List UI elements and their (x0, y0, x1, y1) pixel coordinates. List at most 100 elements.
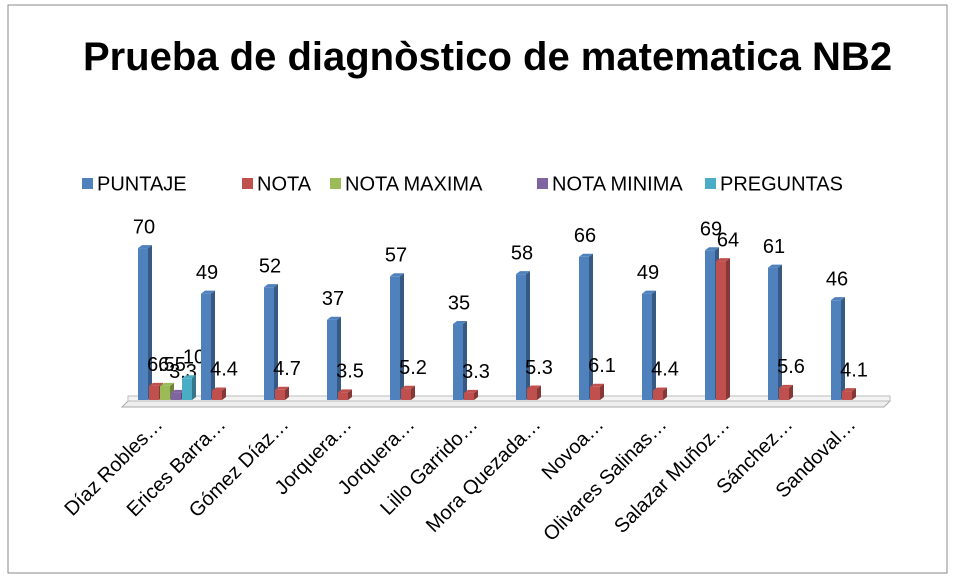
bar-side (148, 245, 152, 400)
data-label: 69 (700, 219, 722, 241)
bar-top (171, 389, 185, 393)
floor-back (127, 395, 891, 402)
bar (590, 386, 600, 400)
bar-side (285, 386, 289, 400)
bar-top (160, 382, 174, 386)
bar-side (778, 264, 782, 400)
bar (264, 287, 274, 400)
bar-top (705, 247, 719, 251)
bar (831, 300, 841, 400)
data-label: 4.4 (651, 359, 679, 381)
data-label: 66 (574, 225, 596, 247)
data-label: 57 (385, 245, 407, 267)
bar (327, 319, 337, 400)
bar-top (212, 387, 226, 391)
bar (201, 293, 211, 400)
bar-top (149, 382, 163, 386)
bar (182, 378, 192, 400)
bar (275, 389, 285, 400)
data-label: 4.4 (210, 359, 238, 381)
bar (516, 274, 526, 400)
bar (171, 392, 181, 400)
data-label: 64 (717, 229, 739, 251)
bar (464, 392, 474, 400)
bar-side (726, 258, 730, 400)
bar (642, 293, 652, 400)
bar-top (182, 375, 196, 379)
bar-side (652, 290, 656, 400)
floor (120, 400, 892, 408)
data-label: 52 (259, 255, 281, 277)
bar-side (537, 385, 541, 400)
data-label: 49 (637, 262, 659, 284)
data-label: 37 (322, 288, 344, 310)
bar (653, 390, 663, 400)
bar-top (453, 321, 467, 325)
bar-top (579, 253, 593, 257)
legend-label: NOTA MAXIMA (345, 173, 483, 195)
legend-swatch (242, 178, 253, 189)
bar-top (516, 271, 530, 275)
bar-side (841, 297, 845, 400)
bar (338, 392, 348, 400)
data-label: 10 (183, 347, 205, 369)
bar-top (275, 386, 289, 390)
bar (401, 388, 411, 400)
bar-top (138, 245, 152, 249)
bar (212, 390, 222, 400)
data-label: 70 (133, 216, 155, 238)
data-label: 4.7 (273, 358, 301, 380)
data-label: 3.5 (336, 361, 364, 383)
bar-side (411, 385, 415, 400)
bar (768, 267, 778, 400)
bar-top (642, 290, 656, 294)
bar-side (400, 273, 404, 400)
data-label: 49 (196, 262, 218, 284)
bar-side (211, 290, 215, 400)
data-label: 5.3 (525, 357, 553, 379)
bar (390, 276, 400, 400)
bar (527, 388, 537, 400)
data-label: 6.5 (158, 354, 186, 376)
bar (779, 387, 789, 400)
bar-side (463, 321, 467, 400)
bar-side (600, 383, 604, 400)
bar-top (653, 387, 667, 391)
bar-side (192, 375, 196, 400)
bar (160, 385, 170, 400)
bar-top (831, 297, 845, 301)
data-label: 61 (763, 236, 785, 258)
bar-top (590, 383, 604, 387)
data-label: 58 (511, 242, 533, 264)
data-label: 4.1 (840, 359, 868, 381)
bar-top (201, 290, 215, 294)
bar-side (337, 316, 341, 400)
chart-title: Prueba de diagnòstico de matematica NB2 (82, 35, 893, 79)
bar-side (852, 388, 856, 400)
bar-top (768, 264, 782, 268)
bar (149, 385, 159, 400)
legend-swatch (537, 178, 548, 189)
bar (453, 324, 463, 400)
bar (705, 250, 715, 400)
bar (138, 248, 148, 400)
bar-top (842, 388, 856, 392)
data-label: 6.5 (147, 354, 175, 376)
bar-top (327, 316, 341, 320)
bar-top (401, 385, 415, 389)
bar-top (338, 389, 352, 393)
bar-top (264, 284, 278, 288)
bar-side (789, 384, 793, 400)
bar (716, 261, 726, 400)
bar-top (464, 389, 478, 393)
legend-swatch (705, 178, 716, 189)
data-label: 35 (448, 292, 470, 314)
bar (842, 391, 852, 400)
data-label: 3.3 (462, 361, 490, 383)
legend-swatch (330, 178, 341, 189)
bar-top (779, 384, 793, 388)
bar-top (527, 385, 541, 389)
bar-side (274, 284, 278, 400)
